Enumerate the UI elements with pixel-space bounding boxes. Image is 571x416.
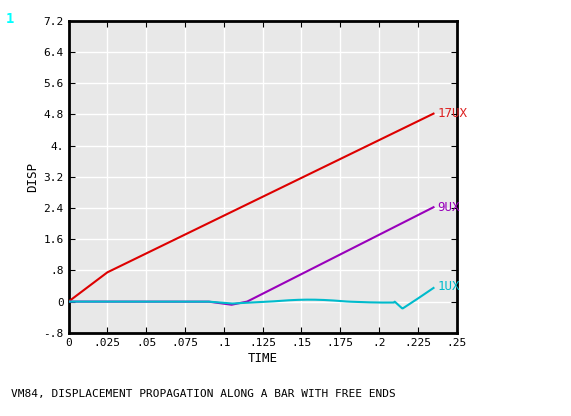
Text: 1UX: 1UX (437, 280, 460, 293)
Y-axis label: DISP: DISP (26, 162, 39, 192)
Text: 9UX: 9UX (437, 201, 460, 214)
Text: 1: 1 (6, 12, 14, 27)
Text: 17UX: 17UX (437, 107, 468, 120)
Text: VM84, DISPLACEMENT PROPAGATION ALONG A BAR WITH FREE ENDS: VM84, DISPLACEMENT PROPAGATION ALONG A B… (11, 389, 396, 399)
X-axis label: TIME: TIME (248, 352, 278, 365)
